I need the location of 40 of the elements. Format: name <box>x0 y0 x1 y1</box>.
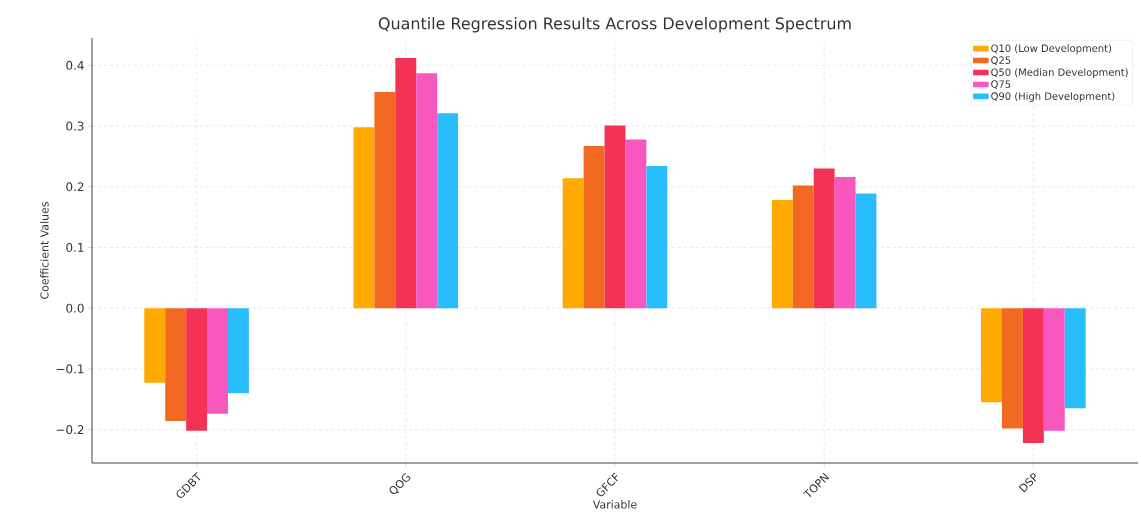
bar <box>771 200 793 309</box>
bar <box>395 58 417 309</box>
legend-label: Q50 (Median Development) <box>991 68 1128 78</box>
x-axis-title: Variable <box>592 500 637 509</box>
bar <box>1022 308 1044 443</box>
y-axis-title: Coefficient Values <box>40 202 49 299</box>
bar <box>562 178 584 309</box>
bar <box>186 308 208 431</box>
bar <box>207 308 228 414</box>
y-tick-label: −0.2 <box>56 425 84 435</box>
bar <box>374 92 396 309</box>
bar <box>604 125 626 309</box>
y-tick-label: 0.0 <box>66 303 84 313</box>
legend-label: Q10 (Low Development) <box>991 44 1112 54</box>
bar <box>855 193 877 309</box>
legend-label: Q90 (High Development) <box>991 92 1115 102</box>
bar <box>165 308 187 422</box>
bar <box>646 166 668 309</box>
y-tick-label: 0.2 <box>66 182 84 192</box>
bar <box>353 127 375 309</box>
y-tick-label: −0.1 <box>56 364 84 374</box>
bar <box>1043 308 1065 431</box>
bar <box>834 177 856 309</box>
bar <box>1064 308 1086 409</box>
y-tick-label: 0.3 <box>66 121 84 131</box>
legend-label: Q75 <box>991 80 1011 89</box>
bar <box>227 308 249 394</box>
bar <box>981 308 1002 403</box>
bar <box>813 168 835 309</box>
bar <box>625 139 647 309</box>
bar <box>437 113 459 309</box>
y-tick-label: 0.1 <box>66 242 84 252</box>
bar <box>144 308 166 383</box>
bar <box>416 73 438 309</box>
bar <box>583 146 605 309</box>
bar <box>792 185 814 309</box>
chart-title: Quantile Regression Results Across Development Spectrum <box>378 17 851 33</box>
bar <box>1002 308 1023 429</box>
y-tick-label: 0.4 <box>66 60 84 70</box>
legend-label: Q25 <box>991 56 1011 66</box>
